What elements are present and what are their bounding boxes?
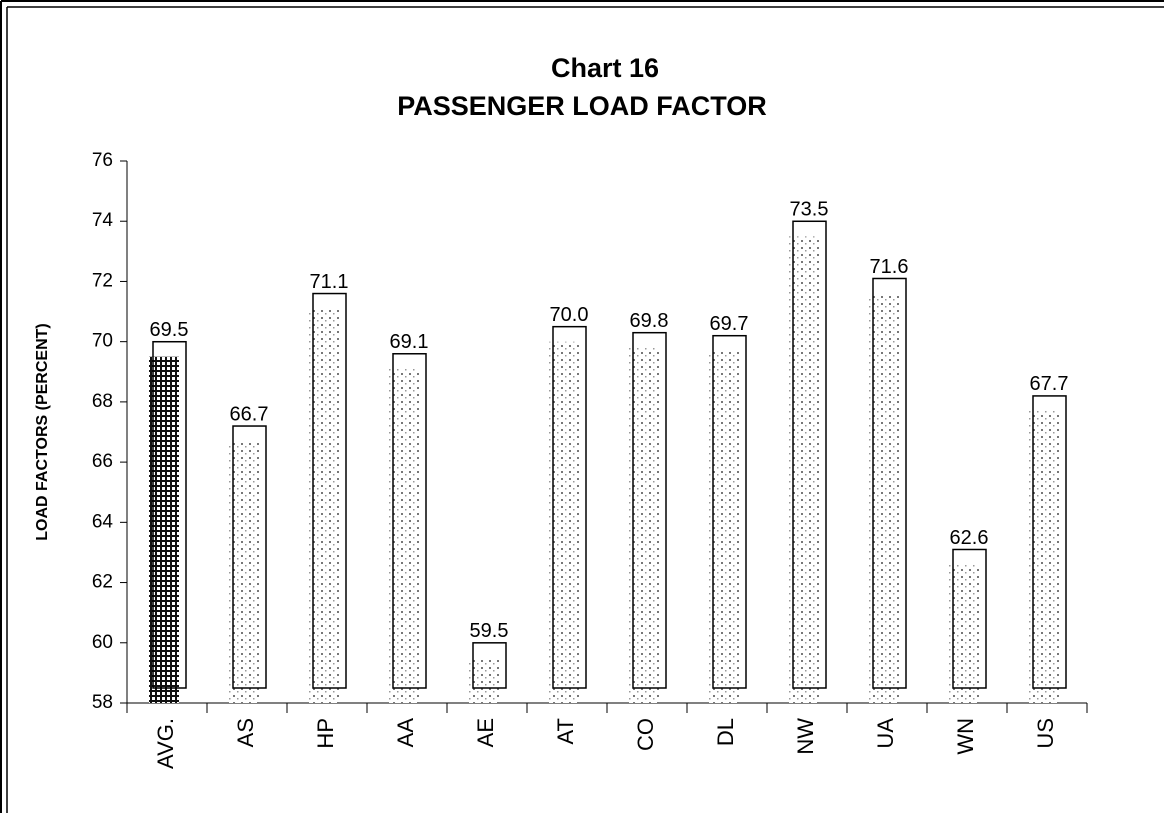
y-tick-label: 64	[92, 511, 114, 532]
y-tick-label: 58	[92, 692, 113, 713]
value-label: 59.5	[470, 620, 509, 642]
y-tick-label: 74	[92, 210, 114, 231]
bar	[552, 325, 587, 689]
value-label: 71.1	[310, 271, 349, 293]
x-tick-label: AVG.	[153, 718, 178, 769]
bar-fill	[789, 236, 819, 703]
bar-fill	[949, 564, 979, 703]
value-label: 69.7	[710, 313, 749, 335]
bar	[952, 548, 987, 689]
bar	[472, 642, 507, 689]
y-tick-label: 60	[92, 632, 113, 653]
bar-fill	[309, 308, 339, 703]
bar	[712, 334, 747, 689]
bar-fill	[549, 341, 579, 703]
chart-subtitle: PASSENGER LOAD FACTOR	[397, 91, 767, 121]
x-tick-label: HP	[313, 718, 338, 749]
bar-fill	[229, 441, 259, 703]
value-label: 69.5	[150, 319, 189, 341]
bar	[232, 425, 267, 689]
y-axis-label: LOAD FACTORS (PERCENT)	[34, 323, 51, 540]
x-tick-label: US	[1033, 718, 1058, 749]
y-tick-label: 70	[92, 331, 113, 352]
y-tick-label: 76	[92, 150, 113, 171]
x-tick-label: DL	[713, 718, 738, 746]
bar	[872, 277, 907, 689]
y-tick-label: 66	[92, 451, 113, 472]
bar-fill	[869, 293, 899, 703]
bar	[312, 292, 347, 689]
value-label: 62.6	[950, 527, 989, 549]
x-tick-label: NW	[793, 718, 818, 755]
bar-fill	[709, 350, 739, 703]
value-label: 69.8	[630, 310, 669, 332]
bar-fill	[389, 368, 419, 703]
bar-fill	[629, 347, 659, 703]
bar	[792, 220, 827, 689]
value-label: 73.5	[790, 199, 829, 221]
x-tick-label: WN	[953, 718, 978, 755]
x-tick-label: AT	[553, 718, 578, 744]
value-label: 66.7	[230, 403, 269, 425]
value-label: 70.0	[550, 304, 589, 326]
y-tick-label: 72	[92, 270, 113, 291]
chart-title: Chart 16	[551, 53, 659, 83]
bar	[632, 331, 667, 689]
value-label: 71.6	[870, 256, 909, 278]
bar-fill	[469, 657, 499, 703]
bar	[152, 340, 187, 689]
bar	[1032, 395, 1067, 689]
bar-fill	[149, 356, 179, 703]
y-tick-label: 68	[92, 391, 113, 412]
x-tick-label: AS	[233, 718, 258, 747]
x-tick-label: AE	[473, 718, 498, 747]
x-tick-label: UA	[873, 718, 898, 749]
x-tick-label: CO	[633, 718, 658, 751]
value-label: 67.7	[1030, 373, 1069, 395]
x-tick-label: AA	[393, 718, 418, 748]
value-label: 69.1	[390, 331, 429, 353]
bar-fill	[1029, 410, 1059, 703]
bar	[392, 353, 427, 689]
y-tick-label: 62	[92, 572, 113, 593]
